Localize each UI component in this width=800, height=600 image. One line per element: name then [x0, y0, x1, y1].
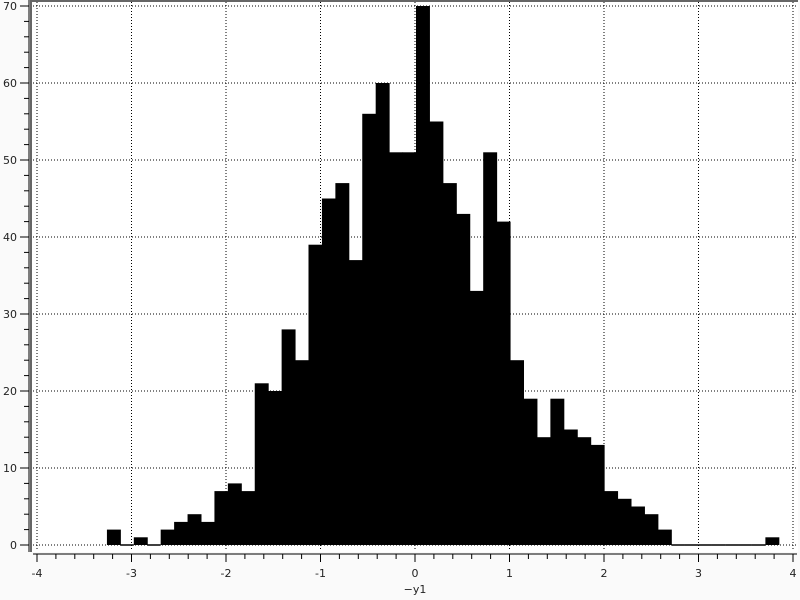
histogram-bar: [429, 121, 444, 545]
histogram-bar: [483, 152, 498, 546]
histogram-bar: [214, 491, 229, 545]
histogram-bar: [362, 113, 377, 546]
y-tick-label: 60: [3, 77, 17, 90]
x-tick-label: -1: [315, 567, 326, 580]
x-tick-label: -4: [32, 567, 43, 580]
histogram-bar: [241, 491, 256, 545]
x-tick-label: 4: [790, 567, 797, 580]
y-tick-label: 0: [10, 539, 17, 552]
x-axis-label: −y1: [404, 583, 427, 596]
bars: [106, 6, 780, 546]
histogram-bar: [590, 444, 605, 545]
y-tick-label: 50: [3, 154, 17, 167]
histogram-bar: [604, 491, 619, 545]
y-tick-label: 20: [3, 385, 17, 398]
histogram-bar: [227, 483, 242, 545]
y-tick-label: 70: [3, 0, 17, 13]
y-tick-label: 10: [3, 462, 17, 475]
histogram-bar: [442, 183, 457, 545]
histogram-bar: [469, 290, 484, 545]
y-tick-label: 30: [3, 308, 17, 321]
x-tick-label: 3: [695, 567, 702, 580]
histogram-bar: [348, 260, 363, 545]
histogram-bar: [523, 398, 538, 545]
histogram-bar: [563, 429, 578, 545]
histogram-bar: [281, 329, 296, 545]
histogram-bar: [510, 360, 525, 545]
histogram-bar: [187, 514, 202, 545]
histogram-bar: [550, 398, 565, 545]
histogram-bar: [631, 506, 645, 545]
histogram-bar: [200, 521, 215, 545]
histogram-bar: [617, 498, 632, 545]
histogram-bar: [106, 529, 121, 545]
histogram-bar: [268, 391, 283, 545]
histogram-bar: [321, 198, 336, 545]
histogram-bar: [456, 213, 471, 545]
histogram-bar: [254, 383, 269, 545]
histogram-bar: [335, 183, 350, 545]
histogram-bar: [375, 83, 390, 545]
histogram-bar: [416, 6, 430, 545]
y-tick-label: 40: [3, 231, 17, 244]
x-tick-label: 0: [412, 567, 419, 580]
histogram-bar: [657, 529, 672, 545]
histogram-bar: [133, 537, 148, 545]
histogram-bar: [765, 537, 780, 545]
histogram-bar: [496, 221, 511, 545]
histogram-bar: [308, 244, 323, 545]
x-tick-label: 1: [506, 567, 513, 580]
x-tick-label: -3: [126, 567, 137, 580]
histogram-bar: [174, 521, 189, 545]
histogram-bar: [295, 360, 309, 545]
histogram-bar: [577, 437, 592, 545]
histogram-bar: [160, 529, 175, 545]
histogram-bar: [644, 514, 659, 545]
histogram-bar: [389, 152, 404, 546]
x-tick-label: -2: [221, 567, 232, 580]
histogram-bar: [402, 152, 417, 546]
histogram-bar: [536, 437, 551, 545]
x-tick-label: 2: [601, 567, 608, 580]
